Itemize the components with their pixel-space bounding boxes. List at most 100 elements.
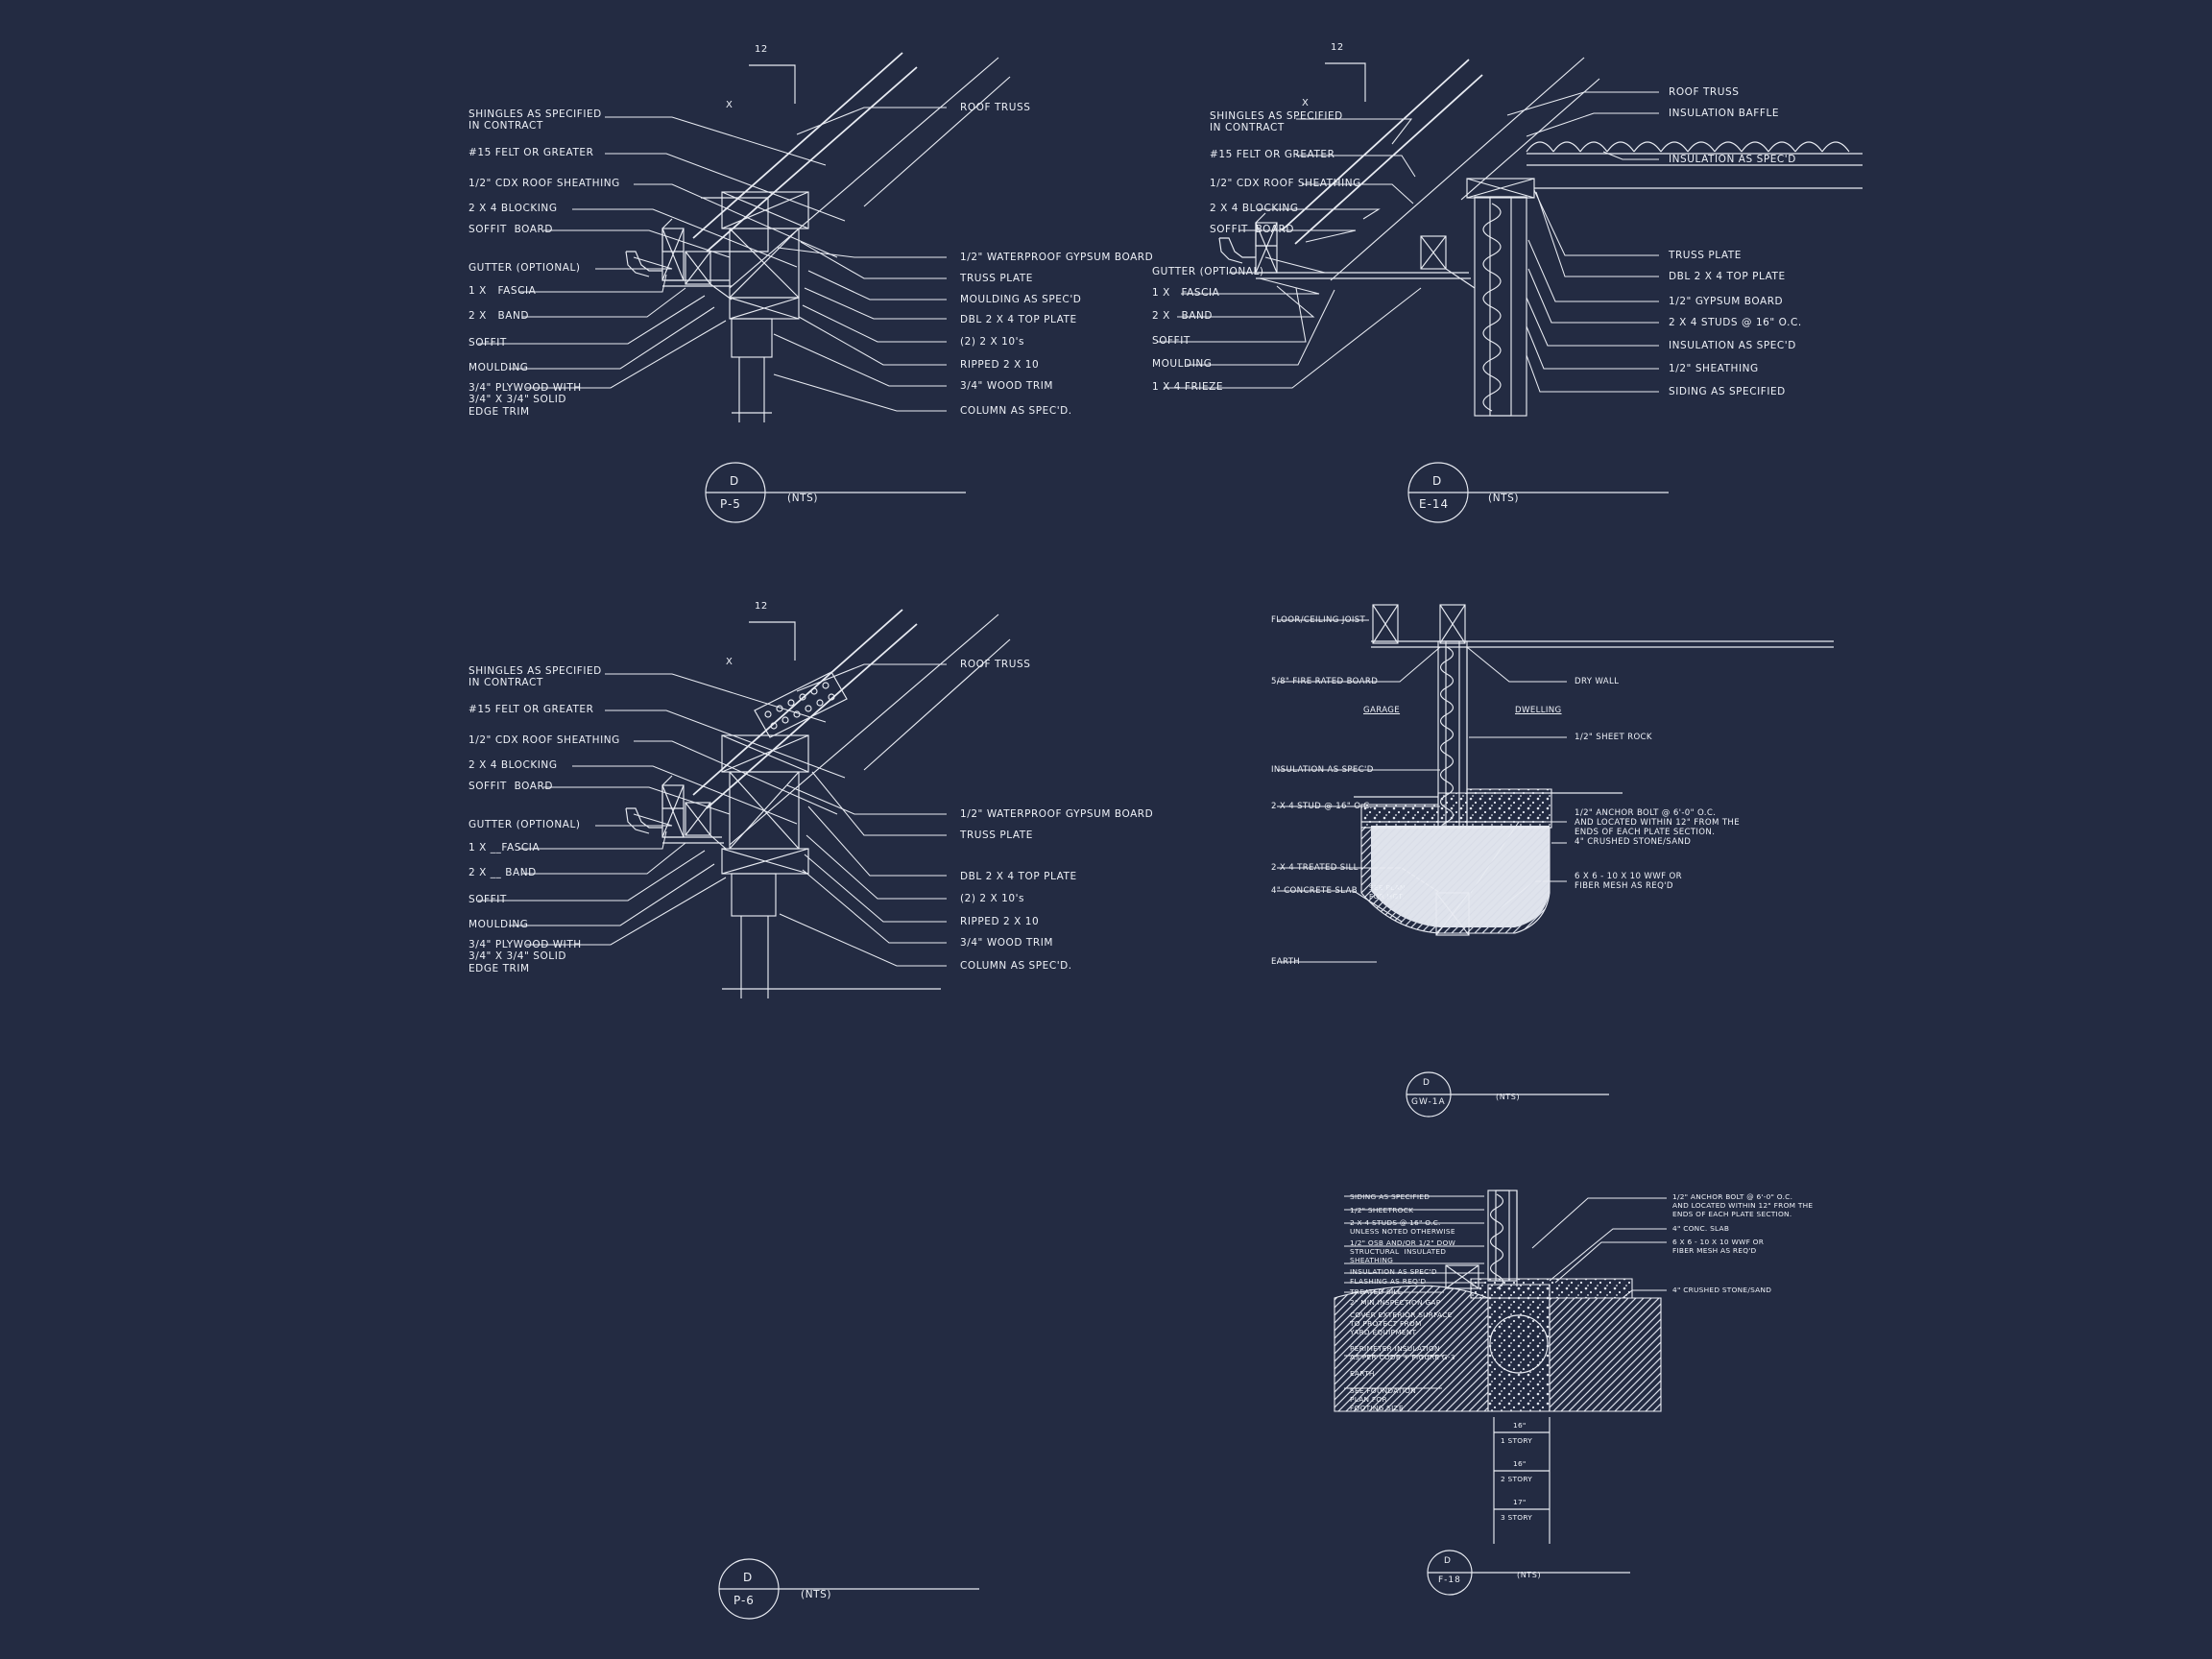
label-dbl-top-plate: DBL 2 X 4 TOP PLATE: [960, 314, 1077, 325]
label-soffit: SOFFIT: [469, 894, 507, 905]
pitch-run-label: X: [1302, 98, 1310, 108]
label-floor-ceiling-joist: FLOOR/CEILING JOIST: [1271, 615, 1366, 625]
detail-p6-geometry: [478, 609, 1011, 998]
story-label-2: 2 STORY: [1501, 1475, 1533, 1483]
story-label-3: 3 STORY: [1501, 1513, 1533, 1522]
label-fascia: 1 X FASCIA: [469, 285, 537, 297]
label-siding: SIDING AS SPECIFIED: [1669, 386, 1786, 397]
label-studs-oc: 2 X 4 STUDS @ 16" O.C. UNLESS NOTED OTHE…: [1350, 1218, 1455, 1236]
story-dim-2: 16": [1513, 1459, 1527, 1468]
detail-tag-f18-scale: (NTS): [1517, 1571, 1542, 1579]
detail-tag-p5-bottom: P-5: [720, 497, 741, 511]
detail-tag-p6: [718, 1558, 979, 1620]
label-moulding: MOULDING: [1152, 358, 1213, 370]
label-earth: EARTH: [1271, 957, 1301, 967]
detail-f18-geometry: [1334, 1190, 1667, 1544]
detail-p6: 12 X SHINGLES AS SPECIFIED IN CONTRACT #…: [0, 557, 1154, 1620]
label-plywood-edge-trim: 3/4" PLYWOOD WITH 3/4" X 3/4" SOLID EDGE…: [469, 939, 582, 974]
detail-tag-gw1a-scale: (NTS): [1496, 1093, 1521, 1101]
label-waterproof-gypsum: 1/2" WATERPROOF GYPSUM BOARD: [960, 252, 1154, 263]
label-soffit-board: SOFFIT BOARD: [469, 224, 554, 235]
label-insulation-baffle: INSULATION BAFFLE: [1669, 108, 1780, 119]
detail-tag-p6-top: D: [743, 1571, 754, 1584]
detail-e14-geometry: [1158, 57, 1863, 417]
label-wwf-fiber-mesh: 6 X 6 - 10 X 10 WWF OR FIBER MESH AS REQ…: [1575, 872, 1682, 892]
label-flashing: FLASHING AS REQ'D: [1350, 1277, 1427, 1286]
detail-tag-f18-bottom: F-18: [1438, 1575, 1461, 1585]
label-siding: SIDING AS SPECIFIED: [1350, 1192, 1431, 1201]
label-insulation-specd: INSULATION AS SPEC'D: [1669, 154, 1796, 165]
label-plywood-edge-trim: 3/4" PLYWOOD WITH 3/4" X 3/4" SOLID EDGE…: [469, 382, 582, 418]
label-waterproof-gypsum: 1/2" WATERPROOF GYPSUM BOARD: [960, 808, 1154, 820]
label-ripped-2x10: RIPPED 2 X 10: [960, 916, 1040, 927]
label-dry-wall: DRY WALL: [1575, 677, 1620, 686]
detail-tag-e14-scale: (NTS): [1488, 493, 1520, 504]
label-treated-sill: TREATED SILL: [1350, 1287, 1403, 1296]
label-studs-oc: 2 X 4 STUDS @ 16" O.C.: [1669, 317, 1802, 328]
label-truss-plate: TRUSS PLATE: [1669, 250, 1742, 261]
label-osb-sheathing: 1/2" OSB AND/OR 1/2" DOW STRUCTURAL INSU…: [1350, 1238, 1456, 1264]
detail-tag-gw1a: [1406, 1071, 1609, 1118]
label-two-2x10s: (2) 2 X 10's: [960, 893, 1025, 904]
detail-tag-p5: [705, 462, 966, 523]
detail-tag-e14: [1407, 462, 1669, 523]
detail-tag-f18: [1427, 1550, 1630, 1596]
label-fascia: 1 X FASCIA: [1152, 287, 1220, 299]
label-moulding: MOULDING: [469, 362, 529, 373]
label-gutter: GUTTER (OPTIONAL): [469, 819, 581, 830]
label-anchor-bolt: 1/2" ANCHOR BOLT @ 6'-0" O.C. AND LOCATE…: [1672, 1192, 1814, 1218]
label-treated-sill: 2 X 4 TREATED SILL: [1271, 863, 1358, 873]
story-label-1: 1 STORY: [1501, 1436, 1533, 1445]
label-cover-exterior-surface: COVER EXTERIOR SURFACE TO PROTECT FROM Y…: [1350, 1310, 1453, 1336]
label-moulding-specd: MOULDING AS SPEC'D: [960, 294, 1082, 305]
label-roof-sheathing: 1/2" CDX ROOF SHEATHING: [1210, 178, 1361, 189]
detail-tag-gw1a-top: D: [1423, 1078, 1431, 1088]
detail-tag-e14-bottom: E-14: [1419, 497, 1450, 511]
detail-tag-p5-scale: (NTS): [787, 493, 819, 504]
label-band: 2 X BAND: [469, 310, 530, 322]
label-conc-slab: 4" CONC. SLAB: [1672, 1224, 1730, 1233]
room-label-dwelling: DWELLING: [1515, 706, 1562, 715]
detail-e14: 12 X SHINGLES AS SPECIFIED IN CONTRACT #…: [1104, 0, 2212, 538]
label-perimeter-insulation: PERIMETER INSULATION AS PER CODE + FIGUR…: [1350, 1344, 1455, 1361]
room-label-garage: GARAGE: [1363, 706, 1401, 715]
label-band: 2 X BAND: [1152, 310, 1214, 322]
label-soffit: SOFFIT: [1152, 335, 1190, 347]
label-insulation-specd: INSULATION AS SPEC'D: [1271, 765, 1374, 775]
story-dim-1: 16": [1513, 1421, 1527, 1430]
label-frieze: 1 X 4 FRIEZE: [1152, 381, 1224, 393]
label-roof-truss: ROOF TRUSS: [960, 659, 1031, 670]
label-felt: #15 FELT OR GREATER: [1210, 149, 1335, 160]
label-anchor-bolt: 1/2" ANCHOR BOLT @ 6'-0" O.C. AND LOCATE…: [1575, 808, 1741, 838]
label-sheathing: 1/2" SHEATHING: [1669, 363, 1759, 374]
label-shingles: SHINGLES AS SPECIFIED IN CONTRACT: [469, 108, 602, 132]
label-roof-sheathing: 1/2" CDX ROOF SHEATHING: [469, 178, 620, 189]
label-felt: #15 FELT OR GREATER: [469, 147, 594, 158]
detail-tag-p6-scale: (NTS): [801, 1589, 832, 1600]
label-sheetrock: 1/2" SHEETROCK: [1350, 1206, 1414, 1214]
label-crushed-stone-sand: 4" CRUSHED STONE/SAND: [1672, 1286, 1772, 1294]
pitch-rise-label: 12: [755, 601, 768, 612]
label-roof-sheathing: 1/2" CDX ROOF SHEATHING: [469, 734, 620, 746]
label-sheet-rock: 1/2" SHEET ROCK: [1575, 733, 1652, 742]
label-wood-trim: 3/4" WOOD TRIM: [960, 380, 1053, 392]
label-gutter: GUTTER (OPTIONAL): [1152, 266, 1264, 277]
label-insulation-specd: INSULATION AS SPEC'D: [1350, 1267, 1437, 1276]
label-soffit: SOFFIT: [469, 337, 507, 349]
detail-tag-e14-top: D: [1432, 474, 1443, 488]
label-gutter: GUTTER (OPTIONAL): [469, 262, 581, 274]
label-fire-rated-board: 5/8" FIRE RATED BOARD: [1271, 677, 1379, 686]
label-blocking: 2 X 4 BLOCKING: [1210, 203, 1299, 214]
pitch-run-label: X: [726, 100, 733, 110]
label-dbl-top-plate: DBL 2 X 4 TOP PLATE: [960, 871, 1077, 882]
detail-tag-p6-bottom: P-6: [733, 1594, 755, 1607]
label-concrete-slab: 4" CONCRETE SLAB: [1271, 886, 1358, 896]
detail-tag-p5-top: D: [730, 474, 740, 488]
label-band: 2 X __ BAND: [469, 867, 537, 878]
label-blocking: 2 X 4 BLOCKING: [469, 759, 558, 771]
label-blocking: 2 X 4 BLOCKING: [469, 203, 558, 214]
label-soffit-board: SOFFIT BOARD: [1210, 224, 1295, 235]
pitch-rise-label: 12: [1331, 42, 1344, 53]
label-inspection-gap: 2" MIN INSPECTION GAP: [1350, 1298, 1441, 1307]
